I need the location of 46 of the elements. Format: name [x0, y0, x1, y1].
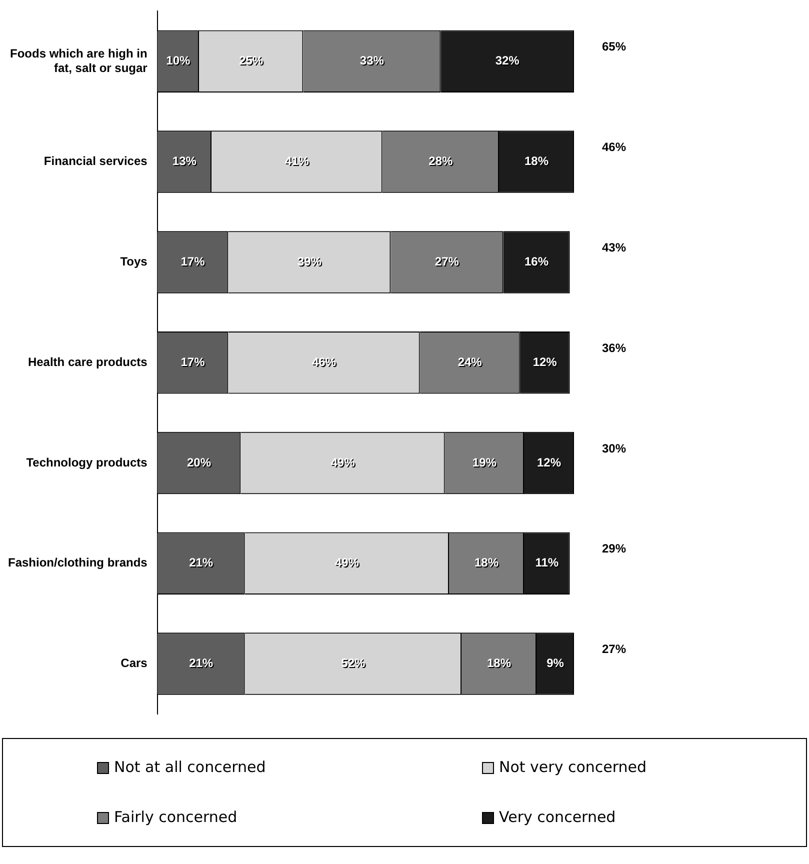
y-tick-label: Toys: [120, 254, 148, 269]
data-label: 17%: [182, 256, 206, 270]
data-label: 17%: [182, 356, 206, 370]
data-label: 12%: [534, 356, 558, 370]
data-label: 49%: [336, 556, 360, 571]
text: 30%: [602, 441, 626, 456]
data-label: 19%: [473, 456, 498, 470]
data-label: 16%: [524, 254, 549, 269]
data-label: 18%: [524, 154, 549, 168]
text: 46%: [602, 140, 626, 154]
data-label: 24%: [458, 356, 484, 370]
data-label: 46%: [312, 356, 338, 370]
data-label: 28%: [428, 154, 453, 168]
legend-label: Fairly concerned: [114, 808, 238, 826]
y-tick-label: Financial services: [44, 154, 148, 168]
y-tick-label: Health care products: [28, 354, 148, 369]
data-label: 49%: [332, 456, 356, 470]
data-label: 21%: [190, 657, 214, 672]
text: 29%: [602, 542, 626, 556]
data-label: 9%: [548, 657, 566, 672]
data-label: 21%: [190, 556, 214, 571]
y-tick-label: Fashion/clothing brands: [8, 556, 148, 570]
y-tick-label: Foods which are high in fat, salt or sugar: [10, 46, 148, 75]
legend-label: Not very concerned: [499, 758, 647, 776]
data-label: 12%: [538, 456, 562, 470]
data-label: 27%: [436, 256, 460, 270]
y-tick-label: Technology products: [26, 455, 148, 470]
legend-label: Very concerned: [499, 808, 616, 826]
data-label: 18%: [475, 556, 500, 571]
text: 65%: [602, 40, 626, 54]
text: 27%: [602, 642, 626, 656]
data-label: 13%: [173, 155, 198, 170]
text: 36%: [602, 340, 626, 355]
data-label: 33%: [360, 54, 386, 69]
data-label: 18%: [488, 657, 512, 672]
data-label: 11%: [536, 556, 560, 571]
data-label: 32%: [496, 54, 521, 69]
text: 43%: [602, 240, 626, 255]
y-tick-label: Cars: [120, 656, 148, 670]
data-label: 25%: [240, 54, 264, 69]
data-label: 52%: [342, 657, 366, 672]
legend-label: Not at all concerned: [114, 758, 266, 776]
data-label: 10%: [166, 54, 190, 68]
data-label: 20%: [186, 455, 212, 470]
data-label: 41%: [286, 155, 310, 170]
data-label: 39%: [298, 256, 323, 270]
